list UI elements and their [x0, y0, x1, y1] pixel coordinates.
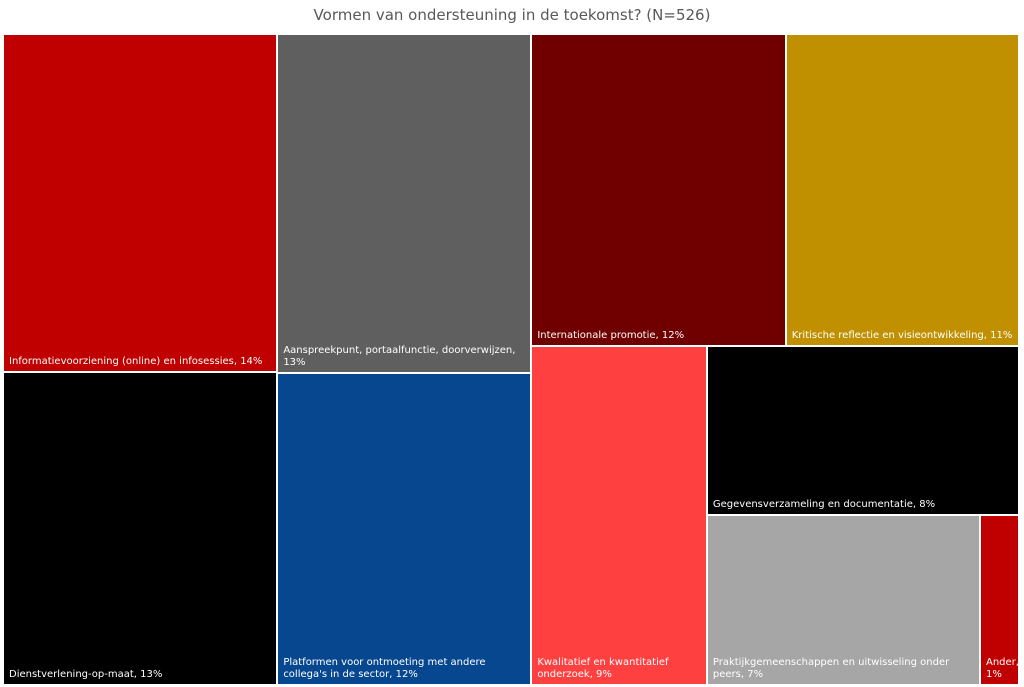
cell-label: Praktijkgemeenschappen en uitwisseling o… [712, 657, 950, 680]
cell-label: Aanspreekpunt, portaalfunctie, doorverwi… [283, 344, 516, 368]
treemap-cell: Informatievoorziening (online) en infose… [3, 34, 278, 372]
cell-label: Gegevensverzameling en documentatie, 8% [712, 499, 936, 511]
cell-label: Platformen voor ontmoeting met andere co… [283, 656, 486, 680]
treemap-cell: Aanspreekpunt, portaalfunctie, doorverwi… [277, 34, 532, 373]
treemap-cell: Ander, 1% [979, 515, 1019, 685]
cell-label: Kwalitatief en kwantitatief onderzoek, 9… [537, 657, 669, 680]
treemap-cell: Kwalitatief en kwantitatief onderzoek, 9… [531, 345, 707, 685]
treemap-cell: Dienstverlening-op-maat, 13% [3, 371, 278, 685]
treemap: Informatievoorziening (online) en infose… [3, 34, 1019, 685]
chart-title: Vormen van ondersteuning in de toekomst?… [313, 6, 711, 24]
cell-label: Internationale promotie, 12% [537, 329, 685, 341]
treemap-cell: Kritische reflectie en visieontwikkeling… [785, 34, 1019, 346]
cell-label: Ander, 1% [985, 657, 1019, 680]
treemap-cell: Praktijkgemeenschappen en uitwisseling o… [706, 515, 980, 685]
treemap-cell: Internationale promotie, 12% [531, 34, 786, 346]
cell-label: Kritische reflectie en visieontwikkeling… [791, 329, 1013, 341]
cell-label: Informatievoorziening (online) en infose… [9, 355, 263, 367]
treemap-cell: Gegevensverzameling en documentatie, 8% [706, 345, 1019, 516]
treemap-cell: Platformen voor ontmoeting met andere co… [277, 372, 532, 685]
cell-label: Dienstverlening-op-maat, 13% [9, 668, 163, 680]
